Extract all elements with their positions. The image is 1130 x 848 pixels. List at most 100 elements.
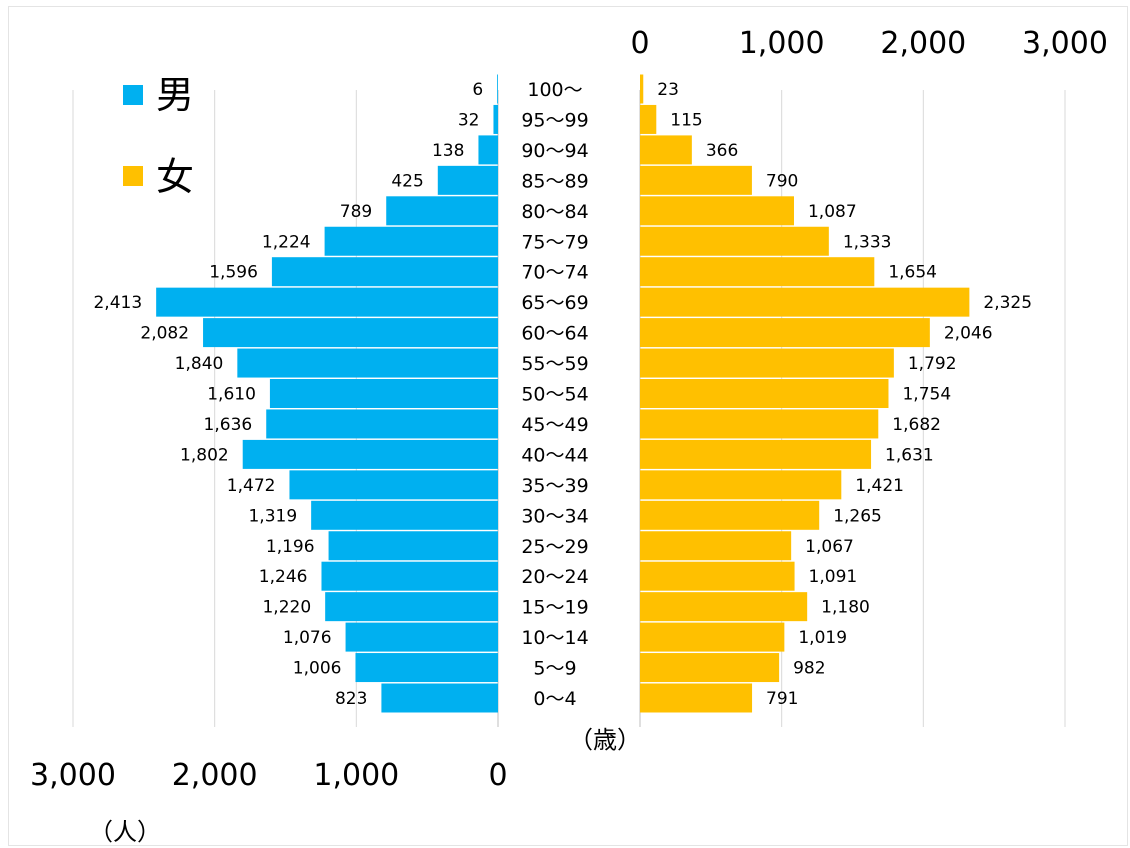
female-value-label: 791	[766, 689, 798, 709]
male-value-label: 1,196	[266, 537, 315, 557]
male-value-label: 2,082	[140, 324, 189, 344]
age-group-label: 80～84	[521, 201, 588, 223]
female-value-label: 1,087	[808, 202, 857, 222]
age-group-label: 85～89	[521, 170, 588, 192]
male-axis-tick: 2,000	[172, 758, 258, 793]
female-value-label: 2,325	[983, 293, 1032, 313]
male-bar	[269, 379, 498, 408]
age-group-label: 60～64	[521, 323, 588, 345]
female-axis-tick: 0	[630, 26, 649, 61]
female-value-label: 2,046	[944, 324, 993, 344]
female-value-label: 1,421	[855, 476, 904, 496]
male-bar	[328, 531, 498, 561]
age-group-label: 45～49	[521, 414, 588, 436]
female-value-label: 23	[657, 80, 679, 100]
age-group-label: 95～99	[521, 109, 588, 131]
female-value-label: 790	[766, 171, 798, 191]
age-group-label: 55～59	[521, 353, 588, 375]
age-group-label: 90～94	[521, 140, 588, 162]
female-legend-swatch	[123, 166, 143, 186]
male-bar	[321, 561, 498, 591]
female-bar	[640, 257, 875, 287]
female-value-label: 1,631	[885, 445, 934, 465]
male-axis-tick: 1,000	[313, 758, 399, 793]
male-bar	[266, 409, 498, 439]
female-axis-tick: 1,000	[739, 26, 825, 61]
female-bar	[640, 318, 930, 348]
female-bar	[640, 622, 785, 652]
female-value-label: 366	[706, 141, 738, 161]
female-bar	[640, 653, 780, 683]
age-group-label: 75～79	[521, 231, 588, 253]
female-bar	[640, 226, 829, 256]
age-group-label: 30～34	[521, 505, 588, 527]
female-bar	[640, 500, 820, 530]
male-bar	[493, 104, 498, 134]
age-group-label: 100～	[527, 79, 582, 101]
male-bar	[324, 226, 498, 256]
male-bar	[237, 348, 499, 378]
male-bar	[497, 74, 498, 104]
female-axis-tick: 3,000	[1022, 26, 1108, 61]
female-bar	[640, 74, 644, 104]
male-value-label: 1,076	[283, 628, 332, 648]
age-group-label: 5～9	[533, 658, 576, 680]
female-value-label: 115	[670, 110, 702, 130]
age-group-label: 0～4	[533, 688, 576, 710]
age-group-label: 20～24	[521, 566, 588, 588]
male-bar	[381, 683, 498, 713]
female-axis-tick: 2,000	[880, 26, 966, 61]
female-bar	[640, 135, 692, 165]
chart-frame	[8, 6, 1128, 846]
male-value-label: 1,246	[259, 567, 308, 587]
female-bar	[640, 196, 794, 226]
people-unit-label: （人）	[89, 818, 161, 846]
female-value-label: 1,754	[902, 385, 951, 405]
male-value-label: 2,413	[93, 293, 142, 313]
male-bar	[156, 287, 499, 317]
female-value-label: 1,682	[892, 415, 941, 435]
male-value-label: 1,636	[204, 415, 253, 435]
female-value-label: 1,091	[809, 567, 858, 587]
male-value-label: 138	[432, 141, 464, 161]
male-value-label: 32	[458, 110, 480, 130]
age-group-label: 50～54	[521, 384, 588, 406]
age-group-label: 10～14	[521, 627, 588, 649]
male-bar	[203, 318, 499, 348]
male-value-label: 823	[335, 689, 367, 709]
female-value-label: 1,792	[908, 354, 957, 374]
female-bar	[640, 592, 808, 622]
male-value-label: 1,472	[227, 476, 276, 496]
male-bar	[345, 622, 498, 652]
female-bar	[640, 287, 970, 317]
female-bar	[640, 409, 879, 439]
male-value-label: 1,319	[248, 506, 297, 526]
male-value-label: 1,840	[175, 354, 224, 374]
age-group-label: 70～74	[521, 262, 588, 284]
male-value-label: 6	[472, 80, 483, 100]
male-bar	[478, 135, 498, 165]
male-bar	[386, 196, 498, 226]
female-bar	[640, 561, 795, 591]
male-value-label: 789	[340, 202, 372, 222]
male-bar	[437, 165, 498, 195]
male-bar	[311, 500, 498, 530]
female-value-label: 1,067	[805, 537, 854, 557]
male-bar	[242, 439, 498, 469]
age-group-label: 15～19	[521, 597, 588, 619]
female-value-label: 1,265	[833, 506, 882, 526]
male-value-label: 1,220	[262, 598, 311, 618]
male-value-label: 425	[391, 171, 423, 191]
female-value-label: 1,333	[843, 232, 892, 252]
female-bar	[640, 348, 894, 378]
age-group-label: 40～44	[521, 444, 588, 466]
male-legend-label: 男	[156, 73, 194, 117]
female-bar	[640, 165, 752, 195]
age-group-label: 65～69	[521, 292, 588, 314]
female-bar	[640, 104, 657, 134]
age-unit-label: （歳）	[569, 726, 641, 754]
male-value-label: 1,610	[207, 385, 256, 405]
female-value-label: 1,654	[888, 263, 937, 283]
female-value-label: 982	[793, 659, 825, 679]
